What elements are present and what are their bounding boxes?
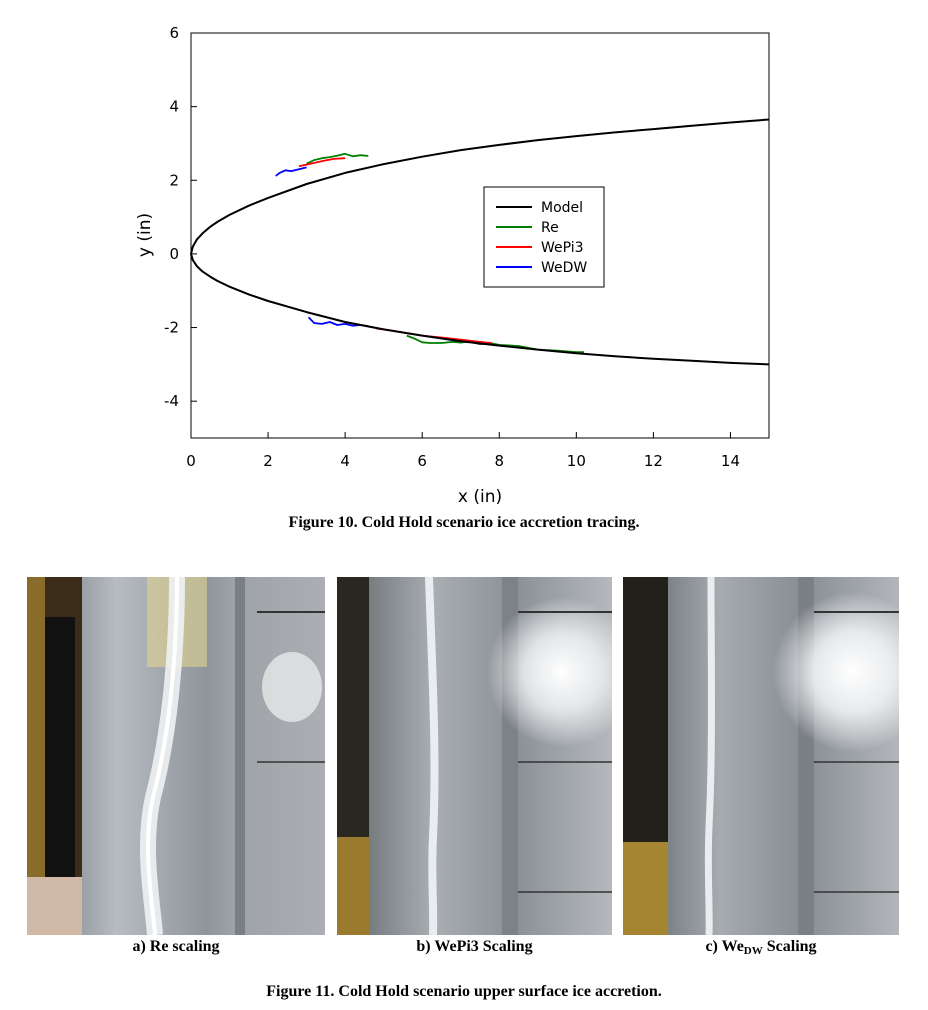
panel-c-label: c) WeDW Scaling <box>623 938 899 957</box>
y-tick-label: -4 <box>164 392 179 410</box>
series-line-wepi3 <box>298 157 346 168</box>
x-tick-label: 0 <box>186 452 196 470</box>
ice-tracing-chart: 0 2 4 6 8 10 12 14 -4 -2 0 2 4 6 x (in) y (in) Model R… <box>135 24 770 507</box>
legend-label-wedw: WeDW <box>541 260 587 276</box>
x-tick-label: 10 <box>567 452 586 470</box>
legend-items: Model Re WePi3 WeDW <box>496 200 587 276</box>
photo-re-scaling <box>27 577 325 935</box>
y-tick-label: -2 <box>164 319 179 337</box>
panel-b-label-text: b) WePi3 Scaling <box>416 938 533 955</box>
legend-label-wepi3: WePi3 <box>541 240 584 256</box>
legend-label-re: Re <box>541 220 559 236</box>
photo-wepi3-scaling <box>337 577 612 935</box>
y-tick-label: 6 <box>169 24 179 42</box>
x-tick-label: 8 <box>494 452 504 470</box>
series-line-wedw <box>275 166 307 177</box>
panel-a-label-text: a) Re scaling <box>132 938 220 955</box>
x-axis-label: x (in) <box>458 487 502 507</box>
panel-c-label-suffix: Scaling <box>762 938 817 955</box>
photo-wedw-scaling <box>623 577 899 935</box>
panel-b-label: b) WePi3 Scaling <box>337 938 612 956</box>
series-line-re <box>306 152 369 165</box>
legend-label-model: Model <box>541 200 583 216</box>
panel-c-label-subscript: DW <box>743 945 763 957</box>
plot-frame <box>190 32 770 439</box>
x-tick-label: 14 <box>721 452 740 470</box>
series-line-model <box>190 118 770 366</box>
x-tick-label: 12 <box>644 452 663 470</box>
x-tick-label: 6 <box>417 452 427 470</box>
y-tick-label: 0 <box>169 245 179 263</box>
x-tick-label: 4 <box>340 452 350 470</box>
figure-11-caption: Figure 11. Cold Hold scenario upper surf… <box>266 983 662 1000</box>
y-tick-label: 2 <box>169 171 179 189</box>
legend-box <box>483 186 605 288</box>
panel-c-label-text: c) We <box>705 938 744 955</box>
x-tick-label: 2 <box>263 452 273 470</box>
y-tick-label: 4 <box>169 98 179 116</box>
y-axis-label: y (in) <box>135 213 155 257</box>
panel-a-label: a) Re scaling <box>27 938 325 956</box>
figure-10-caption: Figure 10. Cold Hold scenario ice accret… <box>288 514 640 531</box>
plot-layer: 0 2 4 6 8 10 12 14 -4 -2 0 2 4 6 <box>164 24 770 470</box>
legend: Model Re WePi3 WeDW <box>483 186 605 288</box>
